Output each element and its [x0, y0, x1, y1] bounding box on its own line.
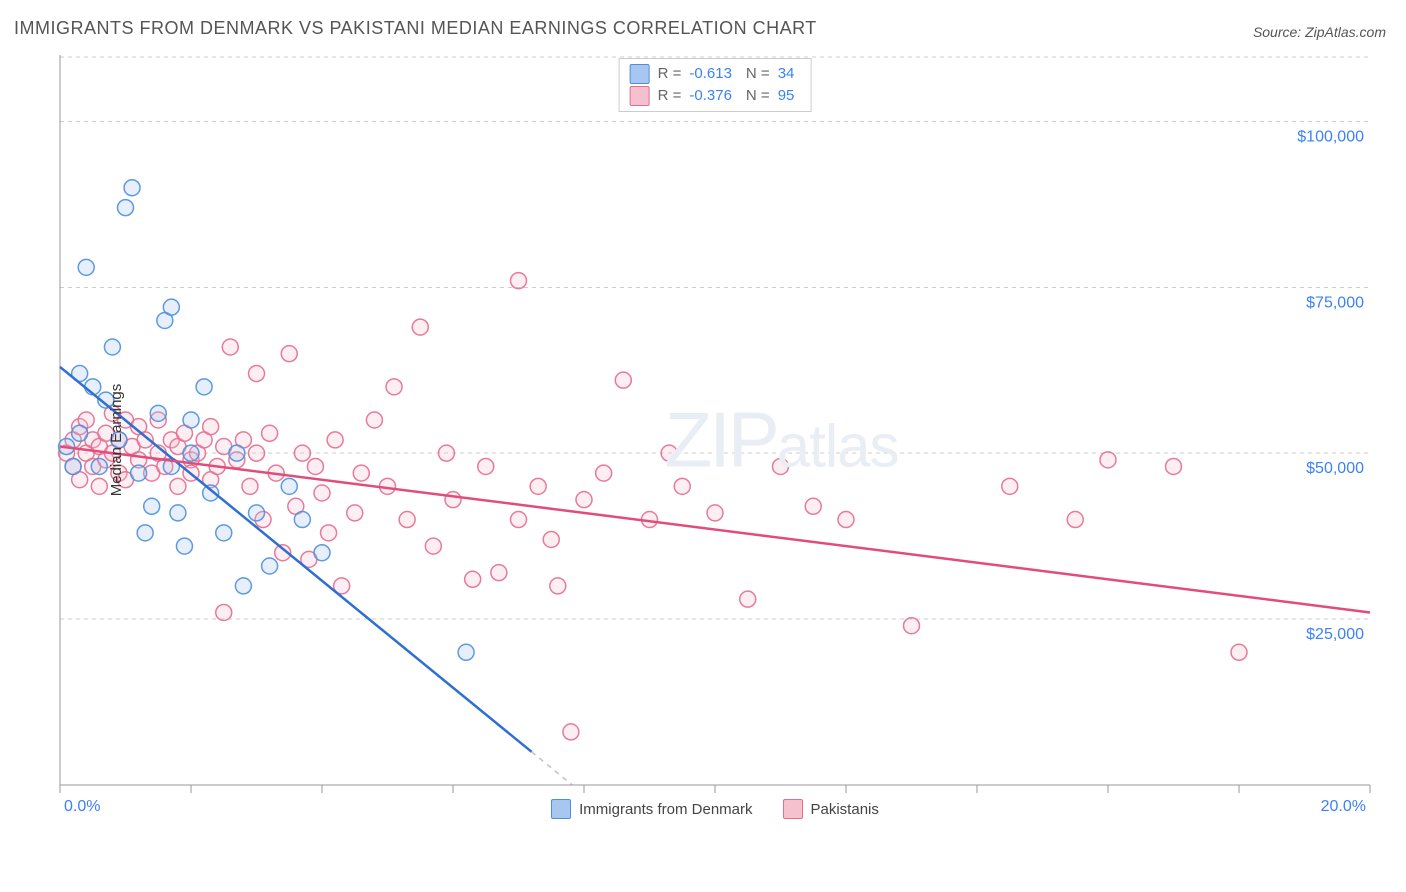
legend-label: Pakistanis: [811, 801, 879, 818]
stats-legend-box: R = -0.613 N = 34 R = -0.376 N = 95: [619, 58, 812, 112]
chart-title: IMMIGRANTS FROM DENMARK VS PAKISTANI MED…: [14, 18, 817, 39]
svg-text:$50,000: $50,000: [1306, 460, 1364, 477]
svg-text:$75,000: $75,000: [1306, 294, 1364, 311]
n-label: N =: [746, 63, 770, 85]
r-value: -0.613: [689, 63, 732, 85]
r-value: -0.376: [689, 85, 732, 107]
stats-row: R = -0.376 N = 95: [630, 85, 801, 107]
legend-swatch: [783, 799, 803, 819]
svg-text:$100,000: $100,000: [1297, 128, 1364, 145]
y-axis-label: Median Earnings: [108, 384, 125, 497]
chart-plot-area: Median Earnings ZIPatlas R = -0.613 N = …: [50, 55, 1380, 825]
legend-item: Immigrants from Denmark: [551, 799, 752, 819]
stats-swatch: [630, 64, 650, 84]
r-label: R =: [658, 63, 682, 85]
bottom-legend: Immigrants from Denmark Pakistanis: [50, 799, 1380, 819]
n-label: N =: [746, 85, 770, 107]
n-value: 34: [778, 63, 795, 85]
r-label: R =: [658, 85, 682, 107]
legend-swatch: [551, 799, 571, 819]
legend-item: Pakistanis: [783, 799, 879, 819]
source-attribution: Source: ZipAtlas.com: [1253, 24, 1386, 40]
stats-row: R = -0.613 N = 34: [630, 63, 801, 85]
chart-svg: $25,000$50,000$75,000$100,0000.0%20.0%: [50, 55, 1380, 825]
n-value: 95: [778, 85, 795, 107]
svg-text:$25,000: $25,000: [1306, 626, 1364, 643]
legend-label: Immigrants from Denmark: [579, 801, 752, 818]
stats-swatch: [630, 86, 650, 106]
